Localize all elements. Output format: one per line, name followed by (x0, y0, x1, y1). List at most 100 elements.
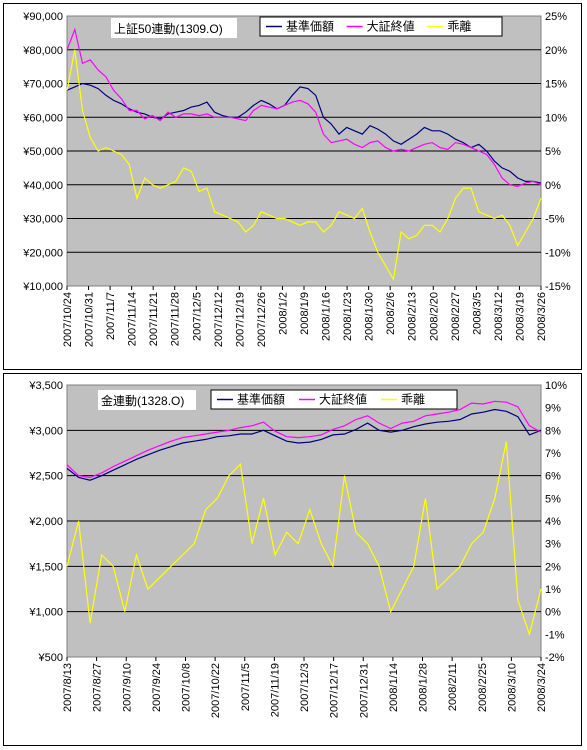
y-right-tick-label: 5% (545, 146, 561, 158)
y-right-tick-label: 5% (545, 493, 561, 505)
chart-gold: ¥3,500 ¥3,000 ¥2,500 ¥2,000 ¥1,500 ¥1,000 ¥500… (28, 380, 567, 718)
y-right-tick-label: 7% (545, 448, 561, 460)
x-tick-label: 2008/3/5 (471, 292, 483, 335)
x-tick-label: 2008/3/12 (493, 292, 505, 341)
x-tick-label: 2008/2/11 (447, 663, 459, 711)
series-line-2 (66, 49, 542, 282)
x-tick-label: 2008/3/10 (506, 663, 518, 712)
x-tick-label: 2007/12/31 (358, 663, 370, 718)
legend-entry-2: 乖離 (401, 393, 425, 407)
x-tick-label: 2007/12/26 (256, 292, 268, 347)
x-tick-label: 2008/1/14 (388, 663, 400, 712)
legend-entry-1: 大証終値 (319, 392, 367, 407)
x-tick-label: 2007/8/27 (92, 663, 104, 712)
x-tick-label: 2007/12/5 (191, 292, 203, 341)
x-tick-label: 2007/12/12 (213, 292, 225, 347)
y-right-tick-label: 3% (545, 539, 561, 551)
y-right-tick-label: -10% (545, 247, 571, 259)
y-left-tick-label: ¥90,000 (22, 11, 63, 23)
x-tick-label: 2008/1/2 (277, 292, 289, 335)
x-tick-label: 2008/1/16 (321, 292, 333, 341)
y-right-tick-label: 25% (545, 11, 567, 23)
y-left-tick-label: ¥1,500 (28, 561, 63, 573)
chart-sse50: ¥90,000 ¥80,000 ¥70,000 ¥60,000 ¥50,000 ¥40,0… (22, 11, 571, 347)
y-left-tick-label: ¥10,000 (22, 281, 63, 293)
y-right-tick-label: 2% (545, 561, 561, 573)
x-tick-label: 2007/11/7 (105, 292, 117, 340)
y-right-tick-label: 20% (545, 45, 567, 57)
y-left-tick-label: ¥80,000 (22, 45, 63, 57)
y-left-tick-label: ¥40,000 (22, 180, 63, 192)
x-tick-label: 2008/2/27 (450, 292, 462, 341)
y-right-tick-label: 10% (545, 112, 567, 124)
x-tick-label: 2008/1/9 (299, 292, 311, 335)
x-tick-label: 2007/10/8 (181, 663, 193, 712)
x-tick-label: 2008/1/28 (418, 663, 430, 712)
y-right-tick-label: 10% (545, 380, 567, 392)
x-tick-label: 2007/11/5 (240, 663, 252, 711)
x-tick-label: 2007/10/24 (62, 292, 74, 347)
y-right-tick-label: -15% (545, 281, 571, 293)
x-tick-label: 2007/12/17 (329, 663, 341, 718)
chart-title: 金連動(1328.O) (101, 393, 184, 408)
y-left-tick-label: ¥20,000 (22, 247, 63, 259)
y-left-tick-label: ¥3,500 (28, 380, 63, 392)
x-tick-label: 2007/11/14 (127, 292, 139, 346)
y-left-tick-label: ¥50,000 (22, 146, 63, 158)
y-left-tick-label: ¥60,000 (22, 112, 63, 124)
y-left-tick-label: ¥500 (38, 652, 63, 664)
chart-panel-sse50: ¥90,000 ¥80,000 ¥70,000 ¥60,000 ¥50,000 ¥40,0… (3, 3, 582, 370)
y-left-tick-label: ¥2,000 (28, 516, 63, 528)
x-tick-label: 2007/8/13 (62, 663, 74, 712)
x-tick-label: 2007/9/24 (151, 663, 163, 712)
y-right-tick-label: -1% (545, 629, 565, 641)
chart-panel-gold: ¥3,500 ¥3,000 ¥2,500 ¥2,000 ¥1,500 ¥1,000 ¥500… (3, 373, 582, 746)
x-tick-label: 2008/2/25 (477, 663, 489, 712)
x-tick-label: 2007/12/19 (234, 292, 246, 347)
series-line-2 (66, 441, 542, 637)
y-left-tick-label: ¥1,000 (28, 607, 63, 619)
y-right-tick-label: 0% (545, 607, 561, 619)
x-tick-label: 2008/1/30 (364, 292, 376, 341)
x-tick-label: 2008/1/23 (342, 292, 354, 341)
x-tick-label: 2007/11/21 (148, 292, 160, 346)
x-tick-label: 2007/10/31 (84, 292, 96, 347)
legend-entry-1: 大証終値 (367, 19, 415, 34)
y-right-tick-label: 0% (545, 180, 561, 192)
y-right-tick-label: 4% (545, 516, 561, 528)
y-right-tick-label: 1% (545, 584, 561, 596)
x-tick-label: 2008/2/6 (385, 292, 397, 335)
y-right-tick-label: -5% (545, 214, 565, 226)
series-line-0 (66, 408, 542, 481)
y-right-tick-label: 8% (545, 425, 561, 437)
y-left-tick-label: ¥3,000 (28, 425, 63, 437)
x-tick-label: 2007/12/3 (299, 663, 311, 712)
legend-box (259, 16, 503, 37)
y-right-tick-label: -2% (545, 652, 565, 664)
series-line-1 (66, 400, 542, 479)
legend-entry-0: 基準価額 (237, 392, 285, 407)
series-line-1 (66, 27, 542, 188)
y-left-tick-label: ¥30,000 (22, 214, 63, 226)
chart-title: 上証50連動(1309.O) (114, 22, 223, 36)
x-tick-label: 2008/2/13 (407, 292, 419, 341)
y-right-tick-label: 6% (545, 471, 561, 483)
x-tick-label: 2008/3/19 (514, 292, 526, 341)
series-line-0 (66, 82, 542, 184)
chart-title-box (111, 18, 237, 38)
chart-title-box (98, 390, 196, 410)
y-left-tick-label: ¥2,500 (28, 471, 63, 483)
y-left-tick-label: ¥70,000 (22, 79, 63, 91)
x-tick-label: 2008/2/20 (428, 292, 440, 341)
y-right-tick-label: 9% (545, 403, 561, 415)
legend-entry-2: 乖離 (447, 20, 471, 34)
x-tick-label: 2007/9/10 (121, 663, 133, 712)
x-tick-label: 2008/3/24 (536, 663, 548, 712)
legend-entry-0: 基準価額 (286, 19, 334, 34)
x-tick-label: 2008/3/26 (536, 292, 548, 341)
x-tick-label: 2007/11/28 (170, 292, 182, 346)
y-right-tick-label: 15% (545, 79, 567, 91)
legend-box (210, 389, 458, 410)
x-tick-label: 2007/10/22 (210, 663, 222, 718)
x-tick-label: 2007/11/19 (269, 663, 281, 717)
